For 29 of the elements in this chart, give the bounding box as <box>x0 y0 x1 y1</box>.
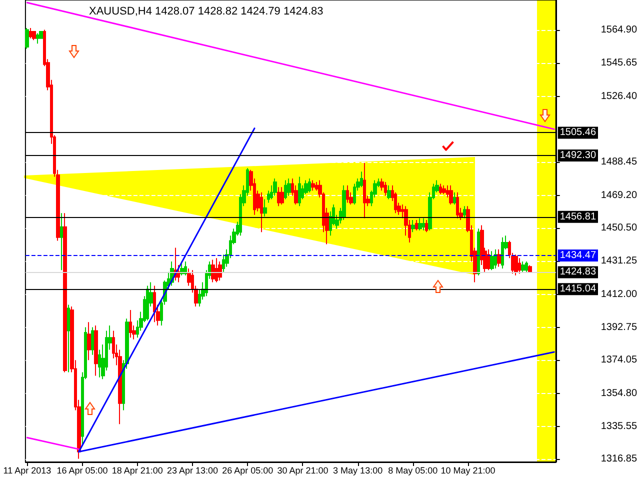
ref-line-label: 1456.81 <box>560 211 596 222</box>
y-tick-label: 1392.75 <box>600 322 638 334</box>
x-tick-label: 26 Apr 05:00 <box>222 466 274 476</box>
y-tick-label: 1335.55 <box>600 421 638 432</box>
text: XAUUSD,H4 1428.07 1428.82 1424.79 1424.83 <box>89 6 324 18</box>
x-tick-label: 10 May 21:00 <box>440 466 496 476</box>
y-tick-label: 1450.50 <box>600 222 638 234</box>
ref-line-label: 1415.04 <box>560 284 596 295</box>
y-tick-label: 1564.90 <box>600 24 638 36</box>
y-tick-label: 1431.25 <box>600 256 638 267</box>
x-tick-label: 16 Apr 05:00 <box>56 466 108 476</box>
x-tick-label: 8 May 05:00 <box>388 466 438 476</box>
x-tick-label: 11 Apr 2013 <box>3 466 52 476</box>
y-tick-label: 1374.05 <box>600 354 638 366</box>
ref-line-label: 1434.47 <box>560 250 596 262</box>
y-tick-label: 1412.00 <box>600 288 638 300</box>
y-tick-label: 1316.85 <box>600 453 638 464</box>
y-tick-label: 1526.40 <box>600 91 638 102</box>
x-tick-label: 23 Apr 13:00 <box>166 466 218 476</box>
y-tick-label: 1488.45 <box>600 156 638 168</box>
y-tick-label: 1545.65 <box>600 58 638 69</box>
x-tick-label: 18 Apr 21:00 <box>112 466 163 476</box>
y-tick-label: 1469.20 <box>600 190 638 201</box>
y-tick-label: 1354.80 <box>600 388 638 399</box>
x-tick-label: 30 Apr 21:00 <box>277 466 328 476</box>
ref-line-label: 1492.30 <box>560 150 596 161</box>
x-tick-label: 3 May 13:00 <box>333 466 383 476</box>
ref-line-label: 1505.46 <box>560 127 596 138</box>
ref-line-label: 1424.83 <box>560 266 596 278</box>
